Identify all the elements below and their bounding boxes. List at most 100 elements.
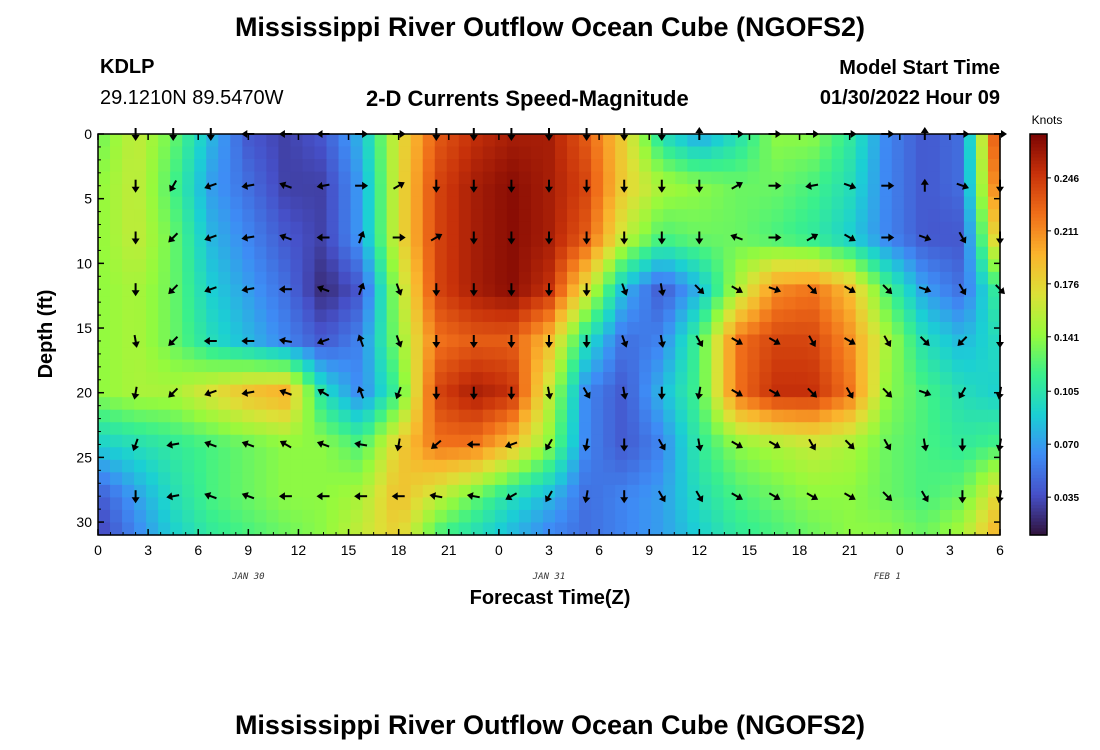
heatmap-cell <box>567 171 580 185</box>
heatmap-cell <box>699 459 712 473</box>
heatmap-cell <box>819 159 833 173</box>
arrow-head <box>432 135 441 141</box>
heatmap-cell <box>819 384 833 398</box>
heatmap-cell <box>434 422 448 436</box>
heatmap-cell <box>723 384 737 398</box>
arrow-head <box>924 234 932 242</box>
heatmap-cell <box>494 384 508 398</box>
heatmap-cell <box>771 159 785 173</box>
heatmap-cell <box>783 472 797 486</box>
heatmap-cell <box>807 372 821 386</box>
heatmap-cell <box>518 472 532 486</box>
heatmap-cell <box>242 447 255 461</box>
heatmap-cell <box>747 321 761 336</box>
heatmap-cell <box>687 271 700 285</box>
heatmap-cell <box>939 497 953 511</box>
heatmap-cell <box>987 146 1001 160</box>
current-arrow <box>316 492 330 501</box>
heatmap-cell <box>687 309 700 323</box>
heatmap-cell <box>302 359 316 373</box>
heatmap-cell <box>266 497 279 511</box>
colorbar-segment <box>1030 344 1047 349</box>
heatmap-cell <box>555 234 568 248</box>
colorbar-segment <box>1030 428 1047 433</box>
heatmap-cell <box>711 422 724 436</box>
heatmap-cell <box>386 134 400 148</box>
heatmap-cell <box>494 409 508 423</box>
heatmap-cell <box>675 497 688 511</box>
heatmap-cell <box>903 159 917 173</box>
heatmap-cell <box>903 221 917 235</box>
heatmap-cell <box>338 409 352 423</box>
heatmap-cell <box>975 447 989 461</box>
heatmap-cell <box>615 347 628 361</box>
heatmap-cell <box>422 347 436 361</box>
heatmap-cell <box>122 146 135 160</box>
heatmap-cell <box>278 146 292 160</box>
heatmap-cell <box>398 409 412 423</box>
heatmap-cell <box>266 434 279 448</box>
heatmap-cell <box>326 321 340 336</box>
heatmap-cell <box>158 184 171 198</box>
heatmap-cell <box>783 159 797 173</box>
current-arrow <box>357 230 366 244</box>
arrow-head <box>357 282 366 290</box>
heatmap-cell <box>927 522 941 536</box>
heatmap-cell <box>975 459 989 473</box>
heatmap-cell <box>855 484 869 499</box>
heatmap-cell <box>747 422 761 436</box>
heatmap-cell <box>494 296 508 311</box>
heatmap-cell <box>230 497 243 511</box>
current-arrow <box>507 335 516 348</box>
heatmap-cell <box>639 171 652 185</box>
heatmap-cell <box>182 321 195 336</box>
arrow-head <box>958 445 967 452</box>
heatmap-cell <box>362 296 376 311</box>
heatmap-cell <box>326 372 340 386</box>
current-arrow <box>316 233 330 242</box>
heatmap-cell <box>819 296 833 311</box>
heatmap-cell <box>314 246 328 260</box>
heatmap-cell <box>903 334 917 348</box>
heatmap-cell <box>639 334 652 348</box>
heatmap-cell <box>891 296 905 311</box>
heatmap-cell <box>218 246 231 260</box>
colorbar-tick-label: 0.035 <box>1054 493 1079 504</box>
heatmap-cell <box>98 309 111 323</box>
heatmap-cell <box>795 171 809 185</box>
heatmap-cell <box>230 509 243 524</box>
colorbar-segment <box>1030 234 1047 239</box>
heatmap-cell <box>374 384 388 398</box>
heatmap-cell <box>927 196 941 210</box>
heatmap-cell <box>783 196 797 210</box>
heatmap-cell <box>146 422 159 436</box>
heatmap-cell <box>951 347 965 361</box>
heatmap-cell <box>242 472 255 486</box>
heatmap-cell <box>891 359 905 373</box>
heatmap-cell <box>963 459 977 473</box>
current-arrow <box>507 386 516 400</box>
heatmap-cell <box>903 509 917 524</box>
heatmap-cell <box>266 259 279 273</box>
heatmap-cell <box>386 234 400 248</box>
heatmap-cell <box>987 409 1001 423</box>
heatmap-cell <box>987 497 1001 511</box>
heatmap-cell <box>158 284 171 298</box>
heatmap-cell <box>362 459 376 473</box>
current-arrow <box>279 181 292 190</box>
heatmap-cell <box>567 309 580 323</box>
arrow-head <box>735 181 743 189</box>
arrow-head <box>466 492 474 500</box>
heatmap-cell <box>867 334 881 348</box>
heatmap-cell <box>470 209 484 223</box>
heatmap-cell <box>434 196 448 210</box>
current-arrow <box>131 283 140 297</box>
heatmap-cell <box>362 259 376 273</box>
heatmap-cell <box>482 271 496 285</box>
heatmap-cell <box>146 146 159 160</box>
heatmap-cell <box>206 359 219 373</box>
heatmap-cell <box>230 209 243 223</box>
heatmap-cell <box>146 134 159 148</box>
heatmap-cell <box>663 234 676 248</box>
heatmap-cell <box>615 221 628 235</box>
